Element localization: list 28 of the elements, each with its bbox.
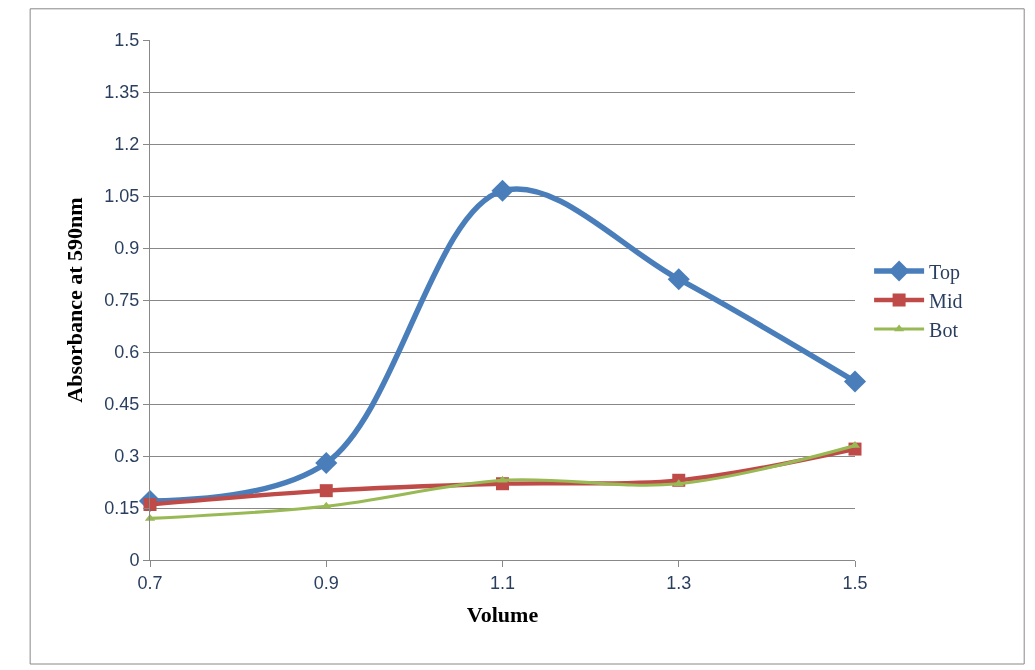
point xyxy=(497,475,508,483)
y-tick-label: 1.5 xyxy=(114,30,140,51)
y-tick-label: 1.35 xyxy=(104,82,140,103)
point xyxy=(843,370,867,393)
y-tick-label: 0.75 xyxy=(104,290,140,311)
x-tick-label: 1.1 xyxy=(489,572,516,593)
x-axis-title: Volume xyxy=(466,602,539,628)
legend-label: Bot xyxy=(929,318,959,341)
legend-label: Top xyxy=(929,260,960,284)
x-tick-label: 0.7 xyxy=(137,572,163,593)
point xyxy=(321,501,332,509)
point xyxy=(667,268,690,291)
y-tick-label: 1.05 xyxy=(104,186,140,207)
y-tick-label: 0.15 xyxy=(104,498,140,519)
x-tick-label: 0.9 xyxy=(313,572,339,593)
point xyxy=(315,451,338,474)
point xyxy=(491,179,514,202)
point xyxy=(319,484,333,498)
y-tick-label: 0.6 xyxy=(114,342,140,363)
y-axis-title: Absorbance at 590nm xyxy=(62,197,88,403)
y-tick-label: 0.9 xyxy=(114,238,140,259)
x-tick-label: 1.3 xyxy=(666,572,692,593)
legend-label: Mid xyxy=(929,289,963,312)
x-tick-label: 1.5 xyxy=(842,572,868,593)
y-tick-label: 0.45 xyxy=(104,394,140,415)
y-tick-label: 1.2 xyxy=(114,134,140,155)
y-tick-label: 0 xyxy=(129,550,140,571)
y-tick-label: 0.3 xyxy=(114,446,140,467)
